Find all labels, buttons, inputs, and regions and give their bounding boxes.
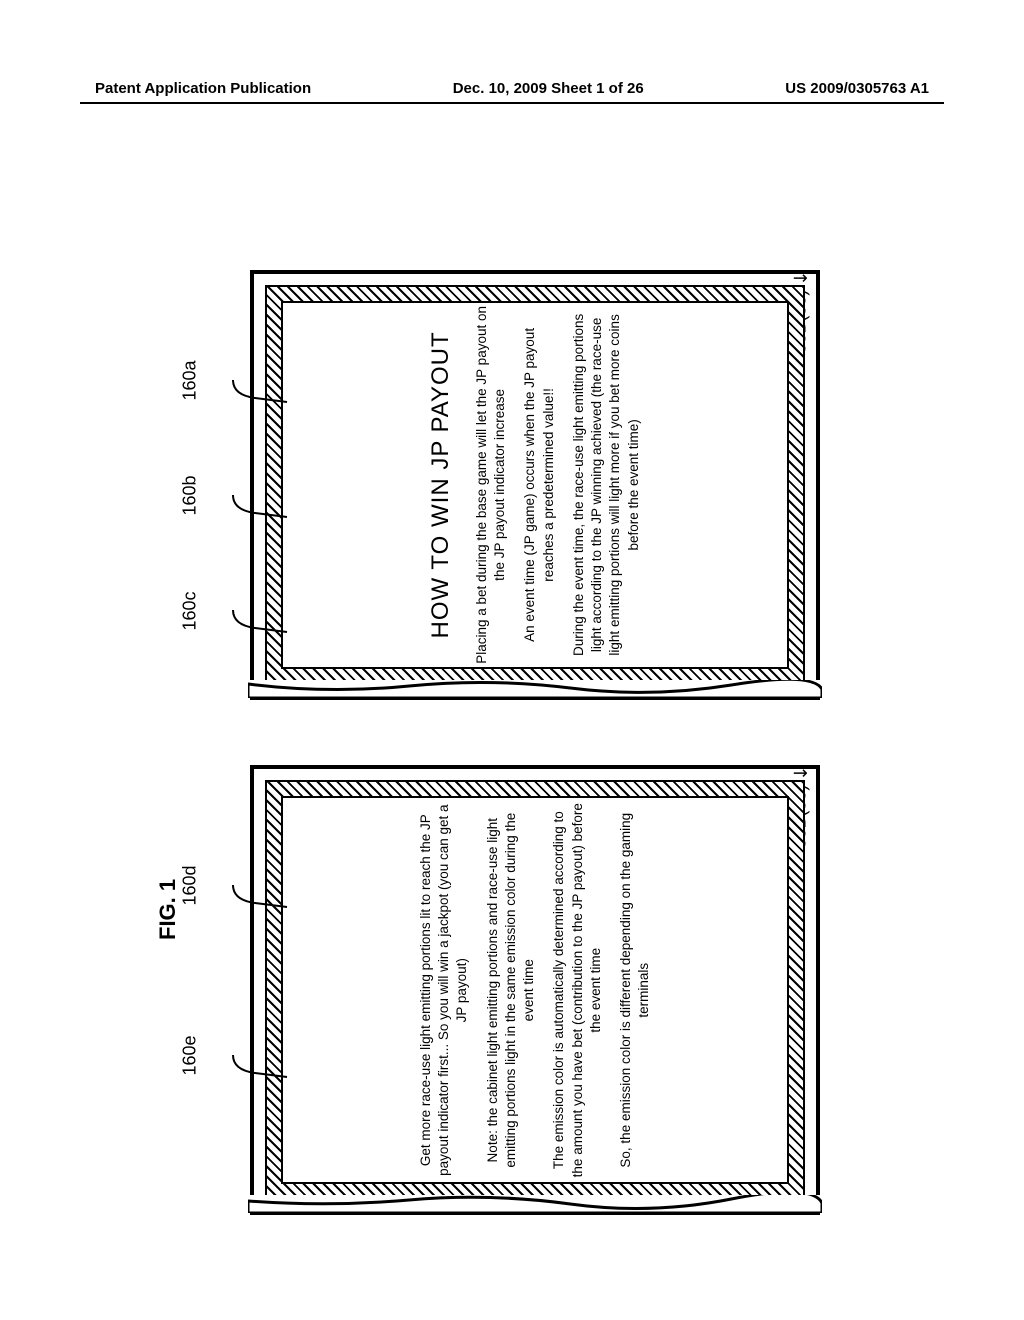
panel-1-inner: HOW TO WIN JP PAYOUT Placing a bet durin… xyxy=(281,301,789,669)
panel-1-hatch: HOW TO WIN JP PAYOUT Placing a bet durin… xyxy=(265,285,805,685)
para-160e-emission: The emission color is automatically dete… xyxy=(550,800,605,1180)
page-header: Patent Application Publication Dec. 10, … xyxy=(0,80,1024,97)
torn-edge-2 xyxy=(248,1195,822,1213)
para-160a: Placing a bet during the base game will … xyxy=(473,305,509,665)
panel-2-inner: Get more race-use light emitting portion… xyxy=(281,796,789,1184)
callout-160c: 160c xyxy=(180,591,201,630)
panel-1-content: HOW TO WIN JP PAYOUT Placing a bet durin… xyxy=(427,305,643,665)
panel-2-content: Get more race-use light emitting portion… xyxy=(417,800,653,1180)
para-160d: Get more race-use light emitting portion… xyxy=(417,800,472,1180)
callout-lines-2 xyxy=(215,875,290,1105)
panel-1-wrap: 33B(33) HOW TO WIN JP PAYOUT Placing a b… xyxy=(250,270,820,700)
panel-1-title: HOW TO WIN JP PAYOUT xyxy=(427,305,455,665)
callout-160b: 160b xyxy=(180,475,201,515)
header-left: Patent Application Publication xyxy=(95,80,311,97)
panel-2-hatch: Get more race-use light emitting portion… xyxy=(265,780,805,1200)
callout-160e: 160e xyxy=(180,1035,201,1075)
panel-1-outer: HOW TO WIN JP PAYOUT Placing a bet durin… xyxy=(250,270,820,700)
para-160e-so: So, the emission color is different depe… xyxy=(617,800,653,1180)
torn-edge-1 xyxy=(248,680,822,698)
panel-2-outer: Get more race-use light emitting portion… xyxy=(250,765,820,1215)
para-160b: An event time (JP game) occurs when the … xyxy=(522,305,558,665)
figure-panels: 33B(33) HOW TO WIN JP PAYOUT Placing a b… xyxy=(250,270,820,1280)
figure-label: FIG. 1 xyxy=(155,879,181,940)
callout-160d: 160d xyxy=(180,865,201,905)
callout-160a: 160a xyxy=(180,360,201,400)
header-right: US 2009/0305763 A1 xyxy=(785,80,929,97)
para-160e-note: Note: the cabinet light emitting portion… xyxy=(483,800,538,1180)
callout-lines-1 xyxy=(215,370,290,650)
panel-2-wrap: 33B(33) Get more race-use light emitting… xyxy=(250,765,820,1215)
header-rule xyxy=(80,102,944,104)
para-160c: During the event time, the race-use ligh… xyxy=(570,305,643,665)
header-center: Dec. 10, 2009 Sheet 1 of 26 xyxy=(453,80,644,97)
